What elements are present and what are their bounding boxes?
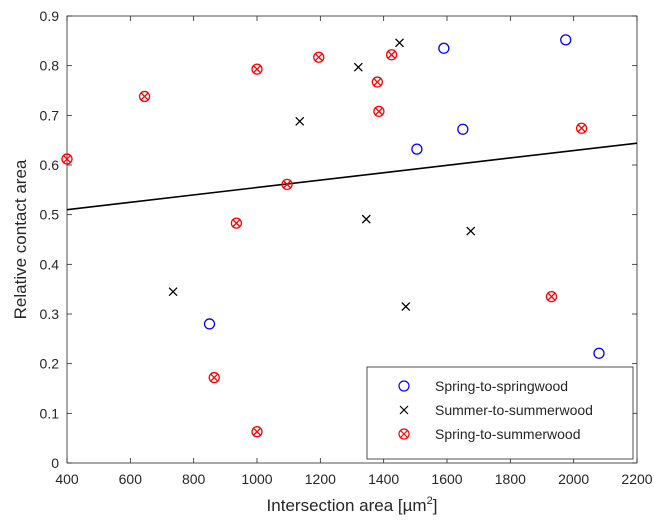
- y-tick-label: 0.5: [40, 207, 60, 223]
- legend-marker-circle: [398, 380, 410, 392]
- data-point-circle-x-cross: [387, 50, 396, 59]
- data-point-circle-x-cross: [253, 65, 261, 74]
- x-tick-label: 1400: [368, 471, 399, 487]
- data-point-circle-x: [251, 426, 263, 438]
- data-point-x: [168, 287, 178, 297]
- data-point-circle: [411, 143, 423, 155]
- x-tick-label: 1200: [305, 471, 336, 487]
- y-tick-label: 0.4: [40, 256, 60, 272]
- x-tick-label: 1800: [495, 471, 526, 487]
- data-point-circle-x-cross: [232, 219, 241, 228]
- legend-marker-circle-x: [398, 428, 410, 440]
- y-tick-label: 0.2: [40, 356, 60, 372]
- data-point-x: [401, 302, 411, 312]
- data-point-circle-x-cross: [577, 124, 586, 133]
- data-point-circle: [457, 123, 469, 135]
- data-point-circle-x-cross: [210, 373, 219, 382]
- x-tick-label: 600: [119, 471, 143, 487]
- y-tick-label: 0.9: [40, 8, 60, 24]
- fit-line-group: [66, 142, 638, 211]
- data-point-circle-x-ring: [545, 290, 558, 303]
- legend-entry-spring-to-summerwood: Spring-to-summerwood: [398, 426, 581, 442]
- data-point-circle-x: [373, 105, 385, 118]
- data-point-circle-x-cross: [547, 292, 556, 301]
- legend-entry-spring-to-springwood: Spring-to-springwood: [398, 378, 568, 394]
- x-tick-label: 1000: [241, 471, 272, 487]
- x-axis-label: Intersection area [µm2]: [267, 495, 438, 515]
- legend-label: Spring-to-summerwood: [435, 426, 581, 442]
- legend: Spring-to-springwood Summer-to-summerwoo…: [366, 366, 634, 460]
- data-point-circle-x: [230, 217, 243, 229]
- data-point-circle-x-ring: [373, 105, 385, 118]
- data-point-circle-x: [138, 90, 151, 103]
- data-point-circle-x-cross: [314, 53, 323, 62]
- y-tick-label: 0.1: [40, 405, 60, 421]
- data-point-circle-x-ring: [138, 90, 151, 103]
- data-point-circle-x-cross: [283, 180, 292, 189]
- data-point-circle: [438, 42, 450, 54]
- x-tick-label: 2000: [558, 471, 589, 487]
- data-point-circle-x-ring: [371, 76, 383, 88]
- x-tick-label: 800: [182, 471, 206, 487]
- data-point-circle-x-ring: [208, 371, 220, 384]
- y-tick-label: 0.8: [40, 58, 60, 74]
- data-point-circle-x: [281, 178, 293, 191]
- data-point-circle-x: [385, 49, 398, 61]
- x-tick-label: 1600: [431, 471, 462, 487]
- data-point-circle-x-ring: [313, 51, 325, 63]
- data-point-circle: [560, 34, 572, 46]
- legend-entry-summer-to-summerwood: Summer-to-summerwood: [399, 402, 593, 418]
- data-point-x: [395, 38, 404, 48]
- data-point-circle-x-cross: [373, 78, 382, 87]
- y-tick-label: 0.6: [40, 157, 60, 173]
- y-tick-label: 0.7: [40, 107, 60, 123]
- data-point-x: [466, 226, 476, 236]
- legend-label: Summer-to-summerwood: [435, 402, 593, 418]
- data-point-x: [361, 214, 371, 224]
- y-tick-label: 0: [51, 455, 59, 471]
- data-point-x: [295, 116, 305, 126]
- data-point-circle-x-cross: [63, 155, 71, 163]
- data-point-circle-x-ring: [385, 49, 398, 61]
- data-point-circle-x: [371, 76, 383, 88]
- data-point-circle-x-ring: [251, 63, 263, 75]
- data-point-circle-x-ring: [230, 217, 243, 229]
- data-points: [61, 34, 605, 438]
- y-tick-label: 0.3: [40, 306, 60, 322]
- data-point-circle-x-ring: [281, 178, 293, 191]
- x-axis-ticks: 400 600 800 1000 1200 1400 1600 1800 2000 2200: [55, 16, 653, 487]
- data-point-x: [353, 62, 363, 72]
- data-point-circle: [593, 347, 605, 359]
- data-point-circle-x: [208, 371, 220, 384]
- data-point-circle-x-cross: [140, 92, 149, 101]
- y-axis-ticks: 0 0.1 0.2 0.3 0.4 0.5 0.6 0.7 0.8 0.9: [40, 8, 637, 471]
- legend-marker-circle-x-cross: [400, 430, 408, 438]
- x-tick-label: 2200: [621, 471, 652, 487]
- data-point-circle: [203, 318, 216, 330]
- data-point-circle-x: [251, 63, 263, 75]
- legend-label: Spring-to-springwood: [435, 378, 568, 394]
- data-point-circle-x-cross: [374, 107, 383, 116]
- x-tick-label: 400: [55, 471, 79, 487]
- data-point-circle-x: [61, 153, 73, 165]
- data-point-circle-x-ring: [61, 153, 73, 165]
- data-point-circle-x: [313, 51, 325, 63]
- data-point-circle-x-ring: [575, 122, 588, 134]
- fit-line: [66, 142, 638, 211]
- data-point-circle-x-ring: [251, 426, 263, 438]
- legend-marker-x: [399, 405, 409, 415]
- data-point-circle-x: [575, 122, 588, 134]
- data-point-circle-x: [545, 290, 558, 303]
- data-point-circle-x-cross: [253, 427, 261, 436]
- y-axis-label: Relative contact area: [11, 159, 30, 319]
- legend-box: [366, 366, 634, 460]
